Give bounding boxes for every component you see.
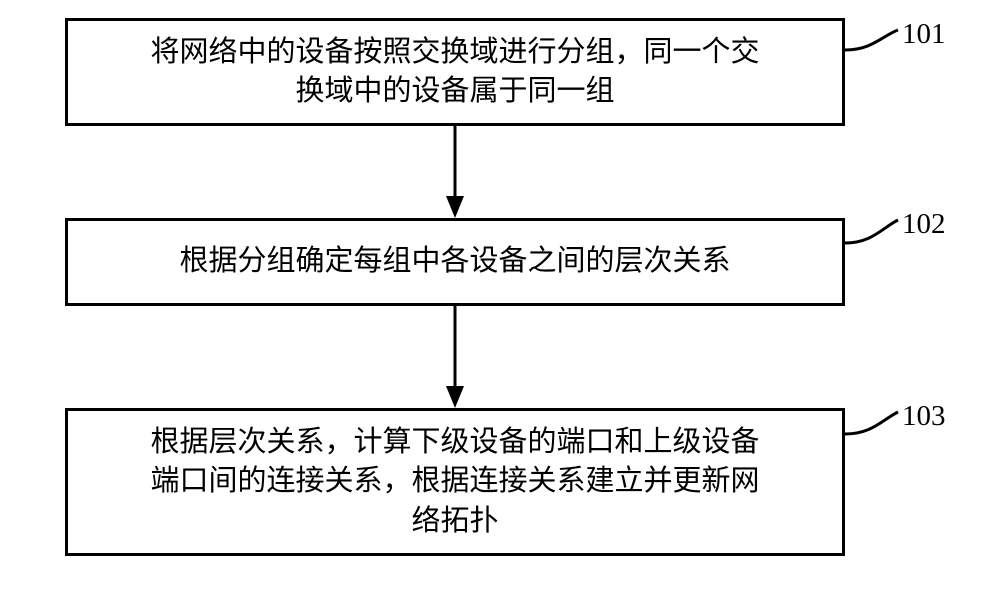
edge-arrowhead [446,386,464,408]
flow-node-text: 根据层次关系，计算下级设备的端口和上级设备 端口间的连接关系，根据连接关系建立并… [150,423,759,540]
flow-node-n3: 根据层次关系，计算下级设备的端口和上级设备 端口间的连接关系，根据连接关系建立并… [65,408,845,556]
label-connector [845,30,898,50]
label-connector [845,220,898,243]
step-label-l2: 102 [902,208,946,241]
flow-node-n1: 将网络中的设备按照交换域进行分组，同一个交 换域中的设备属于同一组 [65,18,845,126]
label-connector [845,412,898,434]
edge-arrowhead [446,196,464,218]
step-label-l3: 103 [902,400,946,433]
flow-node-text: 根据分组确定每组中各设备之间的层次关系 [179,242,730,281]
step-label-l1: 101 [902,18,946,51]
flowchart-canvas: 将网络中的设备按照交换域进行分组，同一个交 换域中的设备属于同一组根据分组确定每… [0,0,1000,589]
flow-node-text: 将网络中的设备按照交换域进行分组，同一个交 换域中的设备属于同一组 [150,33,759,111]
flow-node-n2: 根据分组确定每组中各设备之间的层次关系 [65,218,845,306]
